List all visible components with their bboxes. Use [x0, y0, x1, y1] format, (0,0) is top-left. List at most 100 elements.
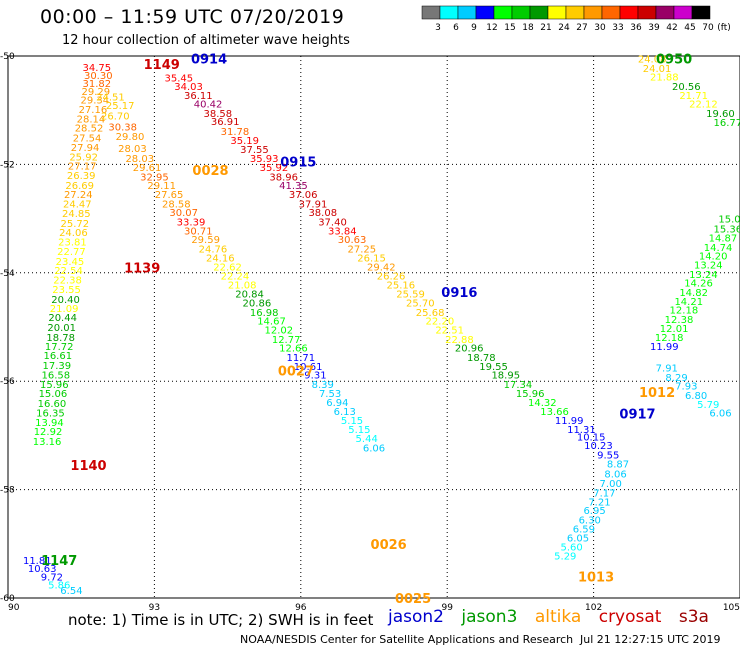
- swh-point-label: 16.35: [36, 409, 65, 420]
- colorbar-swatch: [583, 5, 603, 20]
- swh-point-label: 12.38: [665, 315, 694, 326]
- swh-point-label: 28.14: [77, 114, 106, 125]
- swh-point-label: 29.11: [147, 181, 176, 192]
- swh-point-label: 26.69: [65, 181, 94, 192]
- swh-point-label: 28.03: [118, 144, 147, 155]
- swh-point-label: 29.42: [367, 262, 396, 273]
- swh-point-label: 11.99: [650, 342, 679, 353]
- swh-point-label: 29.34: [81, 95, 110, 106]
- swh-point-label: 38.08: [308, 208, 337, 219]
- colorbar-tick: 9: [471, 23, 477, 33]
- satellite-legend: jason2 jason3 altika cryosat s3a: [388, 607, 721, 627]
- swh-point-label: 12.02: [265, 326, 294, 337]
- swh-point-label: 16.60: [38, 399, 67, 410]
- swh-point-label: 23.55: [52, 285, 81, 296]
- x-tick-label: 99: [441, 603, 453, 613]
- swh-point-label: 8.87: [607, 460, 629, 471]
- colorbar-tick: 33: [612, 23, 623, 33]
- y-tick-label: -54: [0, 269, 15, 279]
- swh-point-label: 30.38: [108, 122, 137, 133]
- swh-point-label: 22.88: [445, 335, 474, 346]
- legend-altika: altika: [534, 607, 582, 627]
- swh-point-label: 11.71: [286, 353, 315, 364]
- swh-point-label: 6.54: [60, 586, 82, 597]
- swh-point-label: 17.39: [42, 361, 71, 372]
- pass-time-label: 1149: [144, 58, 180, 73]
- swh-point-label: 25.16: [387, 281, 416, 292]
- footer-credit: NOAA/NESDIS Center for Satellite Applica…: [240, 633, 574, 646]
- swh-point-label: 35.92: [260, 163, 289, 174]
- swh-point-label: 21.71: [679, 91, 708, 102]
- swh-point-label: 16.77: [713, 118, 740, 129]
- colorbar-tick: 27: [576, 23, 587, 33]
- swh-point-label: 33.39: [177, 217, 206, 228]
- swh-point-label: 32.95: [140, 172, 169, 183]
- y-tick-label: -52: [0, 160, 15, 170]
- colorbar-tick: 45: [684, 23, 695, 33]
- swh-point-label: 41.35: [279, 181, 308, 192]
- swh-point-label: 7.93: [675, 382, 697, 393]
- colorbar-tick: 24: [558, 23, 570, 33]
- swh-point-label: 28.52: [75, 124, 104, 135]
- swh-point-label: 6.06: [363, 443, 385, 454]
- swh-point-label: 38.58: [204, 109, 233, 120]
- swh-point-label: 16.58: [42, 371, 71, 382]
- plot-frame: [7, 55, 740, 599]
- swh-point-label: 15.36: [713, 224, 740, 235]
- swh-point-label: 7.91: [656, 364, 678, 375]
- swh-point-label: 25.92: [69, 152, 98, 163]
- swh-point-label: 26.26: [377, 272, 406, 283]
- colorbar-tick: 39: [648, 23, 660, 33]
- swh-point-label: 30.07: [169, 208, 198, 219]
- swh-point-label: 25.72: [61, 219, 90, 230]
- swh-point-label: 26.70: [101, 112, 130, 123]
- swh-point-label: 12.92: [34, 427, 63, 438]
- colorbar-swatch: [457, 5, 477, 20]
- pass-time-label: 1147: [41, 554, 77, 569]
- pass-time-label: 0917: [619, 408, 655, 423]
- swh-point-label: 10.23: [584, 441, 613, 452]
- swh-point-label: 24.06: [59, 228, 88, 239]
- swh-point-label: 13.24: [694, 261, 723, 272]
- pass-time-label: 1139: [124, 261, 160, 276]
- y-tick-label: -56: [0, 377, 15, 387]
- swh-point-label: 7.21: [588, 498, 610, 509]
- colorbar-tick: 18: [522, 23, 534, 33]
- swh-point-label: 7.53: [319, 389, 341, 400]
- y-tick-label: -50: [0, 52, 15, 62]
- pass-time-label: 0028: [192, 164, 228, 179]
- swh-point-label: 20.01: [47, 323, 76, 334]
- swh-point-label: 29.80: [116, 132, 145, 143]
- swh-point-label: 18.78: [46, 333, 75, 344]
- colorbar: 3 6 9 12 15 18 21 24 27 30 33 36 39 42 45 70 (ft): [421, 5, 731, 33]
- colorbar-tick: 15: [504, 23, 515, 33]
- swh-point-label: 15.96: [516, 389, 545, 400]
- swh-point-label: 22.24: [221, 272, 250, 283]
- chart-subtitle: 12 hour collection of altimeter wave hei…: [62, 33, 350, 48]
- swh-point-label: 10.63: [28, 564, 57, 575]
- swh-point-label: 6.80: [685, 391, 707, 402]
- swh-point-label: 13.66: [540, 407, 569, 418]
- swh-point-label: 5.79: [697, 400, 719, 411]
- note-text: note: 1) Time is in UTC; 2) SWH is in fe…: [68, 611, 374, 629]
- swh-point-label: 30.71: [184, 227, 213, 238]
- swh-point-label: 14.32: [528, 398, 557, 409]
- axis-ticks: 90 93 96 99 102 105 -60 -58 -56 -54 -52 -50: [0, 52, 740, 613]
- swh-point-label: 6.94: [326, 398, 348, 409]
- footer-timestamp: Jul 21 12:27:15 UTC 2019: [580, 633, 721, 646]
- swh-point-label: 8.39: [312, 380, 334, 391]
- swh-point-label: 23.45: [56, 257, 85, 268]
- swh-point-label: 20.86: [243, 299, 272, 310]
- swh-point-label: 7.00: [600, 479, 622, 490]
- swh-point-label: 24.85: [62, 209, 91, 220]
- chart-title: 00:00 – 11:59 UTC 07/20/2019: [40, 6, 345, 28]
- legend-jason2: jason2: [388, 607, 444, 627]
- swh-point-label: 19.60: [706, 109, 735, 120]
- swh-point-label: 27.94: [71, 143, 100, 154]
- colorbar-tick: 36: [630, 23, 642, 33]
- swh-point-label: 25.68: [416, 308, 445, 319]
- swh-point-label: 6.13: [334, 407, 356, 418]
- colorbar-swatch: [511, 5, 531, 20]
- swh-point-label: 20.96: [455, 344, 484, 355]
